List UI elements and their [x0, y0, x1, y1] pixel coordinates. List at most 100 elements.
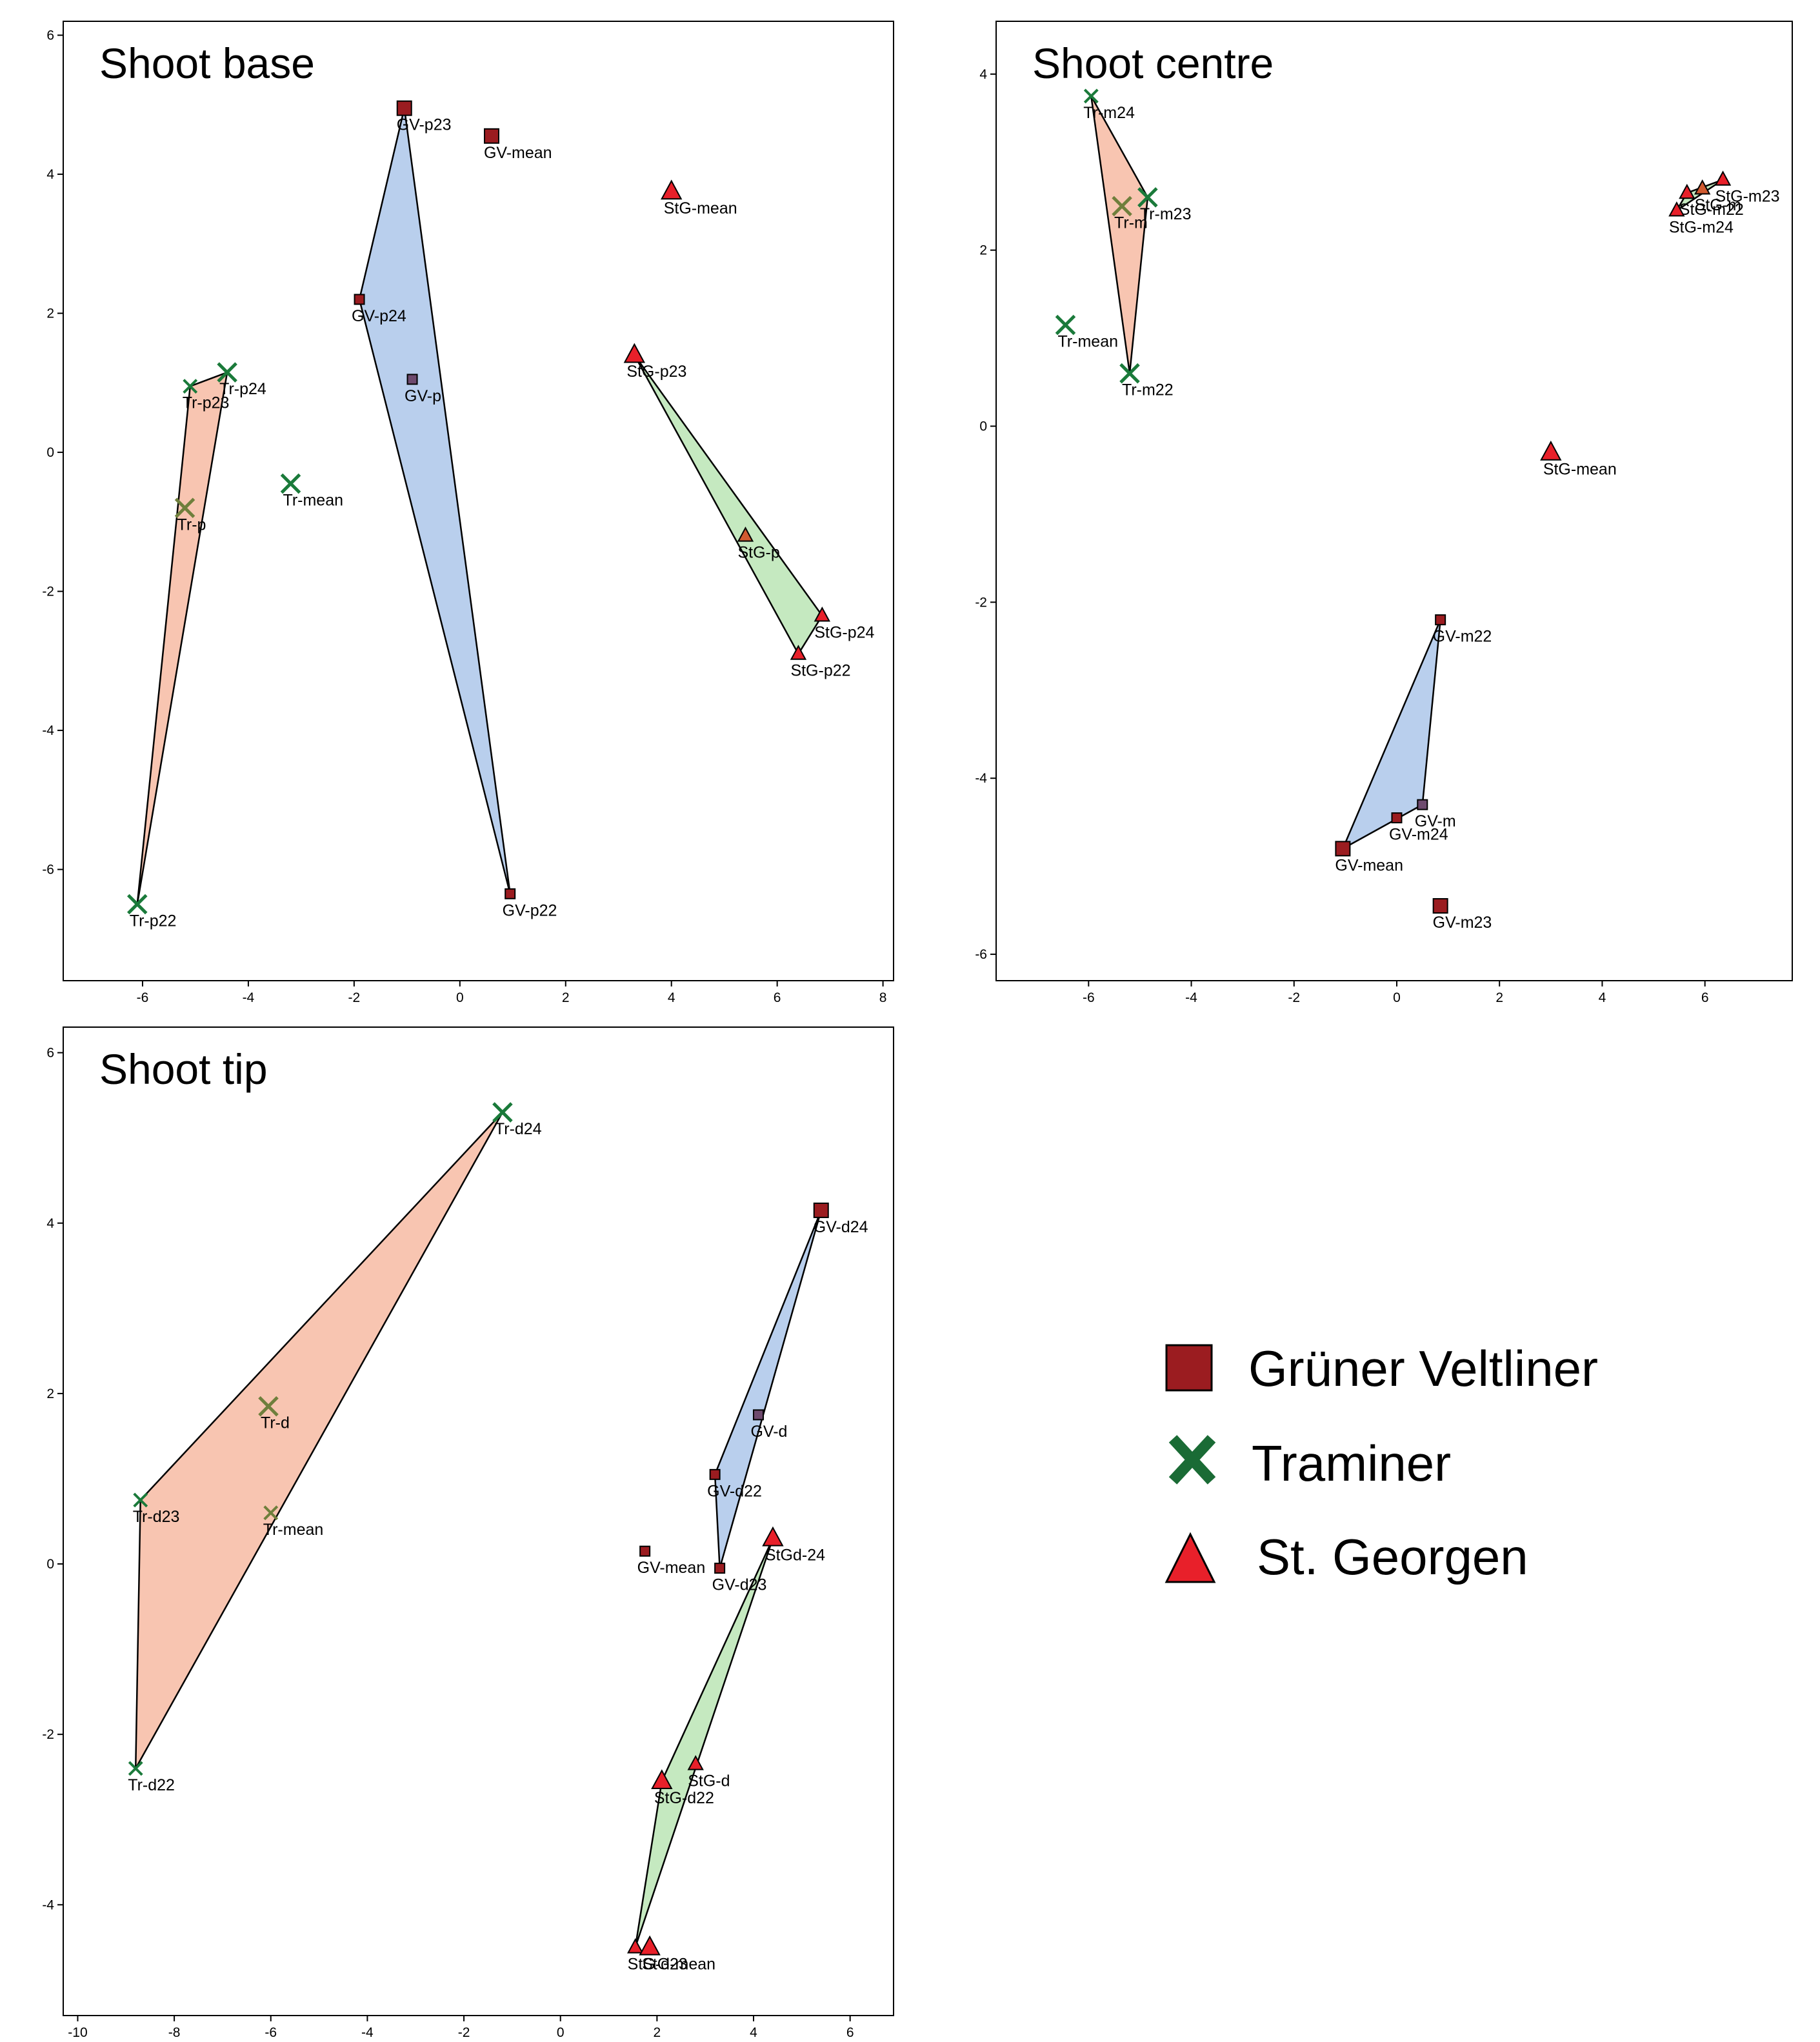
point-tr-mean-x-marker — [263, 1505, 279, 1521]
x-tick-label: 0 — [1393, 990, 1401, 1005]
y-tick-label: 0 — [46, 445, 54, 460]
point-tr-m24-x-marker — [1083, 88, 1099, 104]
point-gv-d23-square-marker — [714, 1563, 726, 1574]
y-tick-label: 4 — [46, 1216, 54, 1231]
y-tick-label: -4 — [42, 723, 54, 738]
point-gv-d24-label: GV-d24 — [814, 1218, 868, 1236]
legend-item-tr: Traminer — [1168, 1435, 1451, 1492]
point-stg-p24-label: StG-p24 — [814, 623, 874, 641]
y-tick-label: 6 — [46, 1046, 54, 1061]
point-stg-mean-label: StG-mean — [664, 199, 737, 217]
point-gv-mean-square-marker — [483, 128, 499, 144]
legend-label-gv: Grüner Veltliner — [1248, 1340, 1598, 1397]
x-tick-label: 2 — [654, 2025, 661, 2040]
point-stg-mean-label: StG-mean — [1543, 460, 1617, 478]
x-tick-label: -6 — [1083, 990, 1095, 1005]
point-gv-p24-square-marker — [354, 294, 365, 305]
point-stg-p24-triangle-marker — [814, 606, 831, 622]
x-tick-label: -4 — [1185, 990, 1197, 1005]
y-tick-label: -4 — [42, 1897, 54, 1912]
hull-gv — [358, 107, 511, 895]
point-gv-d24-square-marker — [813, 1202, 829, 1218]
x-tick-label: 4 — [1599, 990, 1606, 1005]
x-tick-label: -8 — [168, 2025, 181, 2040]
point-tr-mean-x-marker — [1055, 314, 1076, 335]
point-stg-m24-label: StG-m24 — [1669, 218, 1734, 236]
legend-item-gv: Grüner Veltliner — [1165, 1340, 1598, 1397]
point-stgd-24-label: StGd-24 — [765, 1546, 825, 1564]
point-gv-m22-square-marker — [1435, 614, 1446, 626]
x-tick-label: -10 — [68, 2025, 87, 2040]
point-gv-p23-square-marker — [396, 100, 412, 116]
point-stg-p23-label: StG-p23 — [626, 363, 686, 381]
point-gv-d-square-marker — [752, 1409, 764, 1421]
point-gv-p23-label: GV-p23 — [397, 116, 452, 134]
panel-title: Shoot tip — [99, 1045, 268, 1093]
point-gv-mean-square-marker — [1335, 841, 1351, 857]
x-tick-label: 0 — [557, 2025, 565, 2040]
x-tick-label: 6 — [1701, 990, 1709, 1005]
hull-stg — [634, 1537, 774, 1948]
point-stg-p23-triangle-marker — [623, 343, 646, 363]
point-gv-m-square-marker — [1417, 799, 1428, 810]
point-stg-m23-label: StG-m23 — [1715, 188, 1780, 206]
x-tick-label: -6 — [265, 2025, 277, 2040]
point-gv-p22-label: GV-p22 — [503, 901, 557, 919]
point-gv-m23-square-marker — [1432, 898, 1448, 914]
point-stg-mean-label: StG-mean — [642, 1955, 715, 1973]
point-stg-mean-triangle-marker — [639, 1935, 661, 1956]
point-tr-p24-x-marker — [217, 362, 237, 383]
point-tr-d24-label: Tr-d24 — [495, 1120, 542, 1138]
hull-tr — [136, 371, 228, 905]
point-gv-m24-label: GV-m24 — [1389, 826, 1448, 844]
panel-title: Shoot base — [99, 39, 315, 87]
point-tr-m-x-marker — [1112, 195, 1132, 217]
point-stg-p22-label: StG-p22 — [790, 662, 850, 680]
x-tick-label: 2 — [1495, 990, 1503, 1005]
point-tr-d-x-marker — [258, 1396, 279, 1417]
point-stg-p-label: StG-p — [737, 543, 779, 561]
y-tick-label: 6 — [46, 28, 54, 43]
point-gv-mean-square-marker — [639, 1545, 651, 1557]
y-tick-label: -6 — [975, 947, 987, 962]
point-gv-m23-label: GV-m23 — [1433, 914, 1492, 932]
point-stg-d-triangle-marker — [687, 1755, 704, 1770]
point-stg-d22-label: StG-d22 — [654, 1789, 714, 1807]
point-tr-m22-label: Tr-m22 — [1122, 381, 1174, 399]
point-gv-m24-square-marker — [1391, 812, 1403, 824]
point-tr-p22-x-marker — [126, 894, 148, 915]
point-tr-m23-label: Tr-m23 — [1140, 205, 1192, 223]
point-gv-d22-label: GV-d22 — [707, 1482, 762, 1500]
point-gv-d22-square-marker — [709, 1468, 721, 1480]
point-gv-m22-label: GV-m22 — [1433, 628, 1492, 646]
legend-tr-x-icon — [1168, 1435, 1216, 1485]
x-tick-label: 8 — [879, 990, 887, 1005]
point-gv-p22-square-marker — [505, 888, 516, 899]
point-gv-d23-label: GV-d23 — [712, 1576, 767, 1594]
point-tr-d22-label: Tr-d22 — [128, 1776, 175, 1794]
y-tick-label: 2 — [46, 306, 54, 321]
point-tr-d23-label: Tr-d23 — [133, 1508, 180, 1526]
y-tick-label: 0 — [46, 1557, 54, 1572]
legend: Grüner Veltliner Traminer St. Georgen — [1165, 1340, 1598, 1585]
point-tr-mean-label: Tr-mean — [283, 492, 343, 510]
hull-tr — [134, 1111, 504, 1770]
legend-label-tr: Traminer — [1252, 1435, 1451, 1492]
y-tick-label: -2 — [42, 1727, 54, 1742]
point-gv-d-label: GV-d — [750, 1423, 787, 1441]
y-tick-label: -2 — [42, 585, 54, 599]
hull-tr — [1090, 95, 1149, 374]
legend-label-stg: St. Georgen — [1257, 1528, 1528, 1585]
x-tick-label: 6 — [774, 990, 781, 1005]
point-gv-mean-label: GV-mean — [1335, 856, 1403, 874]
point-stg-d23-label: StG-d23 — [628, 1955, 688, 1973]
point-stg-d-label: StG-d — [688, 1772, 730, 1790]
x-tick-label: -2 — [348, 990, 361, 1005]
point-stg-p22-triangle-marker — [790, 645, 807, 660]
y-tick-label: -4 — [975, 771, 987, 786]
point-tr-mean-x-marker — [280, 473, 301, 494]
x-tick-label: -2 — [1288, 990, 1300, 1005]
point-gv-p-square-marker — [406, 374, 418, 385]
point-gv-p-label: GV-p — [405, 387, 441, 405]
